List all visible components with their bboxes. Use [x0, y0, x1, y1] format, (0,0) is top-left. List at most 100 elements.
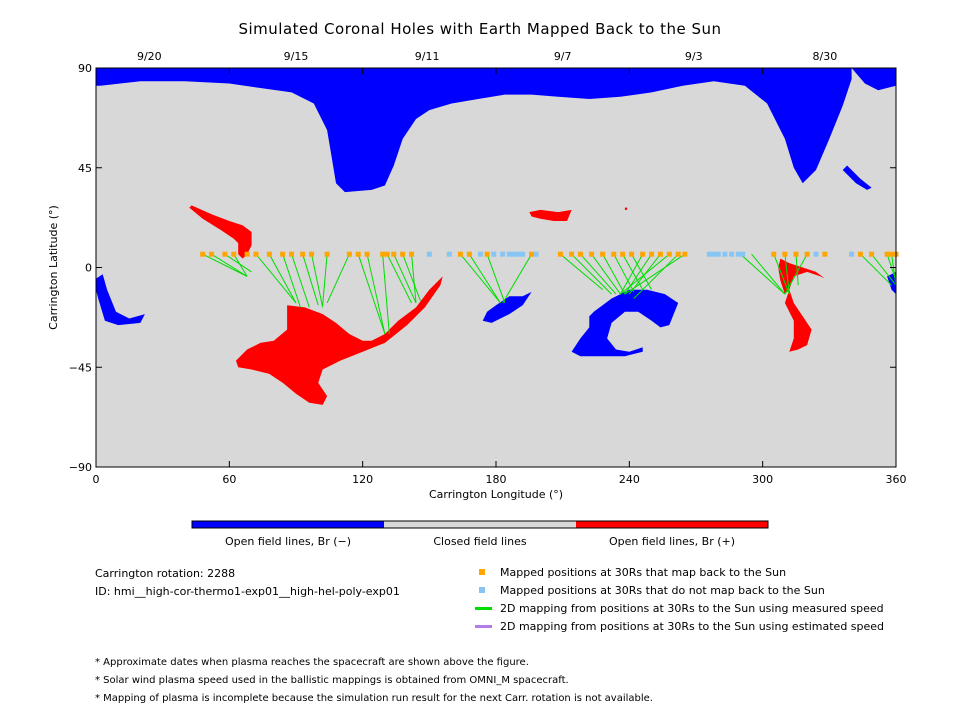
- unmapped-point: [533, 251, 539, 257]
- mapped-point: [400, 251, 406, 257]
- mapped-point: [200, 251, 206, 257]
- mapped-point: [822, 251, 828, 257]
- mapped-point: [409, 251, 415, 257]
- unmapped-point: [446, 251, 452, 257]
- mapping-line: [891, 254, 897, 286]
- mapping-line: [624, 253, 686, 295]
- chart-title: Simulated Coronal Holes with Earth Mappe…: [238, 20, 722, 38]
- mapped-point: [657, 251, 663, 257]
- north-polar-hole: [96, 68, 896, 193]
- mapping-line: [326, 253, 350, 304]
- mapping-line: [211, 253, 248, 277]
- footnote: * Mapping of plasma is incomplete becaus…: [95, 693, 653, 704]
- y-tick-label: 90: [78, 62, 92, 75]
- y-tick-label: 0: [85, 262, 92, 275]
- legend-mapped-label: Mapped positions at 30Rs that map back t…: [500, 566, 787, 579]
- legend-not-mapped-label: Mapped positions at 30Rs that do not map…: [500, 584, 825, 597]
- legend-measured-label: 2D mapping from positions at 30Rs to the…: [500, 602, 884, 615]
- mapping-line: [282, 254, 301, 308]
- date-tick-label: 9/20: [137, 50, 162, 63]
- date-tick-label: 8/30: [813, 50, 838, 63]
- unmapped-point: [500, 251, 506, 257]
- colorbar-segment: [192, 521, 384, 528]
- mapped-point: [280, 251, 286, 257]
- blue-240-hole: [571, 289, 679, 357]
- red-dot: [624, 207, 628, 210]
- x-tick-label: 60: [222, 473, 236, 486]
- mapped-point: [884, 251, 890, 257]
- unmapped-point: [849, 251, 855, 257]
- mapped-point: [640, 251, 646, 257]
- mapping-line: [871, 253, 897, 286]
- mapped-point: [649, 251, 655, 257]
- colorbar-label: Closed field lines: [433, 535, 527, 548]
- mapping-line: [460, 253, 501, 304]
- colorbar-segment: [384, 521, 576, 528]
- legend-not-mapped-marker: [479, 587, 485, 593]
- mapped-point: [253, 251, 259, 257]
- mapping-line: [382, 254, 390, 335]
- mapping-line: [302, 254, 319, 306]
- mapped-point: [529, 251, 535, 257]
- mapping-line: [620, 253, 644, 295]
- mapped-point: [600, 251, 606, 257]
- blue-west-edge: [96, 274, 145, 326]
- mapping-line: [291, 254, 310, 308]
- mapped-point: [857, 251, 863, 257]
- legend-measured-line: [475, 607, 492, 610]
- footnote: * Approximate dates when plasma reaches …: [95, 657, 529, 668]
- mapping-line: [393, 253, 417, 304]
- date-tick-label: 9/15: [284, 50, 309, 63]
- unmapped-point: [511, 251, 517, 257]
- mapping-line: [357, 254, 386, 335]
- mapped-point: [355, 251, 361, 257]
- mapped-point: [364, 251, 370, 257]
- mapping-line: [268, 253, 297, 304]
- mapped-point: [484, 251, 490, 257]
- y-axis-label: Carrington Latitude (°): [47, 205, 60, 330]
- mapped-point: [889, 251, 895, 257]
- run-id: ID: hmi__high-cor-thermo1-exp01__high-he…: [95, 585, 400, 598]
- legend-estimated-label: 2D mapping from positions at 30Rs to the…: [500, 620, 885, 633]
- legend-estimated-line: [475, 625, 492, 628]
- mapped-point: [666, 251, 672, 257]
- mapping-line: [795, 254, 799, 286]
- mapped-point: [793, 251, 799, 257]
- unmapped-point: [740, 251, 746, 257]
- mapping-line: [591, 253, 621, 295]
- unmapped-point: [706, 251, 712, 257]
- mapping-line: [366, 254, 386, 335]
- mapped-point: [869, 251, 875, 257]
- mapped-point: [675, 251, 681, 257]
- mapping-line: [620, 253, 670, 295]
- x-tick-label: 120: [352, 473, 373, 486]
- carrington-rotation: Carrington rotation: 2288: [95, 567, 236, 580]
- unmapped-point: [506, 251, 512, 257]
- mapped-point: [384, 251, 390, 257]
- mapping-line: [751, 253, 786, 295]
- y-tick-label: −45: [69, 361, 92, 374]
- mapped-point: [569, 251, 575, 257]
- mapped-point: [620, 251, 626, 257]
- unmapped-point: [520, 251, 526, 257]
- unmapped-point: [711, 251, 717, 257]
- mapping-line: [411, 254, 417, 304]
- mapped-point: [782, 251, 788, 257]
- mapping-line: [784, 253, 808, 295]
- unmapped-point: [813, 251, 819, 257]
- mapping-line: [860, 253, 892, 286]
- mapped-point: [231, 251, 237, 257]
- mapped-point: [380, 251, 386, 257]
- mapped-point: [309, 251, 315, 257]
- colorbar-segment: [576, 521, 768, 528]
- mapped-point: [300, 251, 306, 257]
- colorbar-label: Open field lines, Br (−): [225, 535, 351, 548]
- red-300-lower: [784, 289, 812, 352]
- mapping-line: [255, 253, 297, 304]
- x-axis-label: Carrington Longitude (°): [429, 488, 563, 501]
- mapped-point: [577, 251, 583, 257]
- mapped-point: [589, 251, 595, 257]
- north-hole-tail: [842, 165, 872, 190]
- mapping-line: [580, 253, 617, 295]
